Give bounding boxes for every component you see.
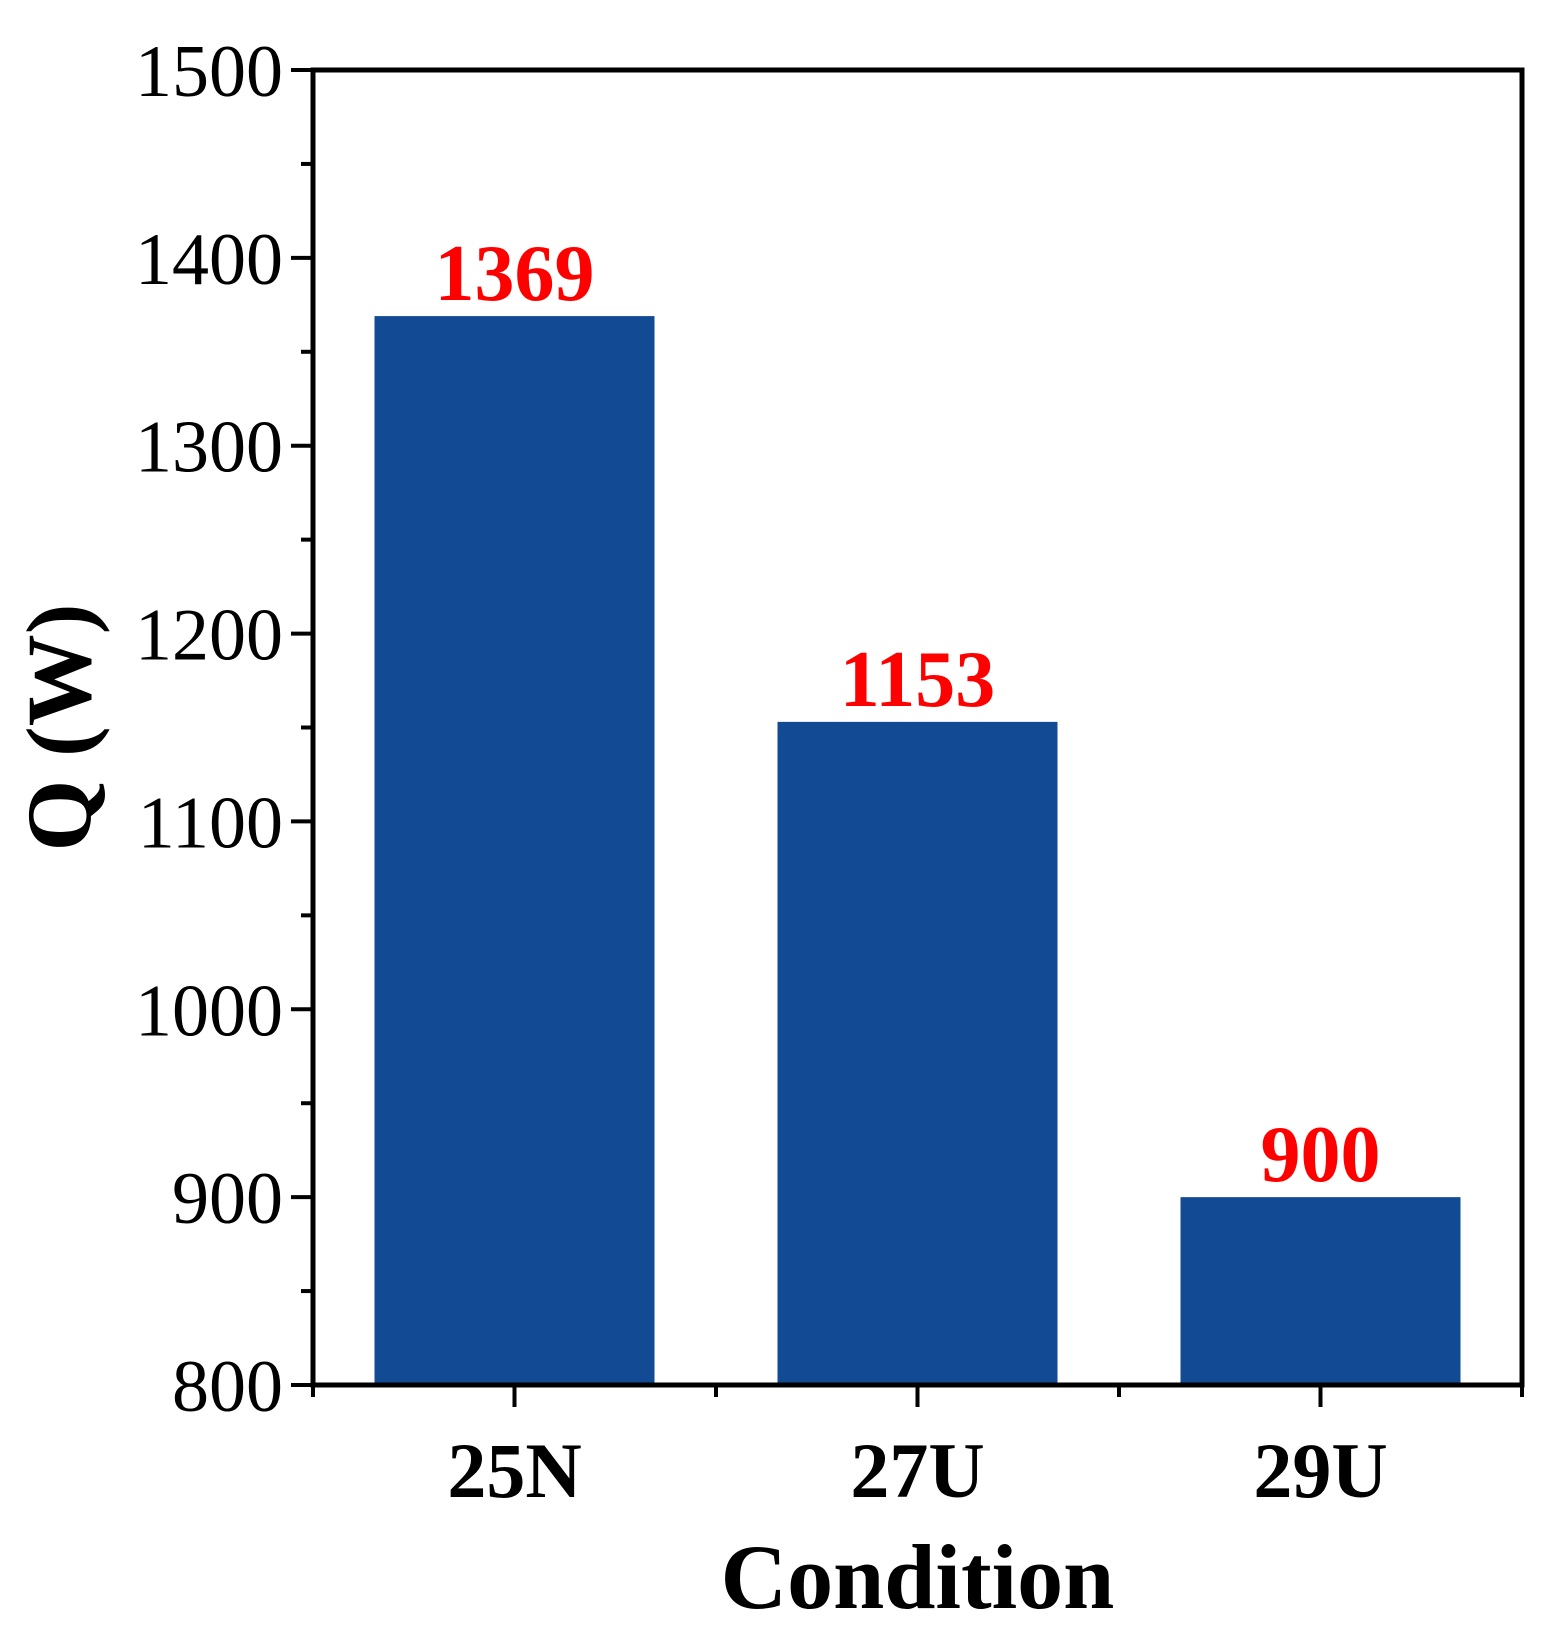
y-tick-label: 900 [172, 1158, 283, 1240]
bar-29U [1180, 1197, 1461, 1385]
x-axis-title: Condition [721, 1526, 1115, 1628]
data-label-25N: 1369 [435, 230, 595, 318]
y-axis-ticks: 800 900 1000 1100 1200 1300 1400 1500 [135, 31, 313, 1428]
bar-25N [374, 316, 655, 1385]
y-tick-label: 1000 [135, 970, 283, 1052]
y-tick-label: 1200 [135, 595, 283, 677]
y-tick-label: 1300 [135, 407, 283, 489]
y-tick-label: 1400 [135, 219, 283, 301]
y-axis-title: Q (W) [8, 604, 110, 852]
plot-frame [310, 67, 1525, 1388]
y-tick-label: 1100 [138, 782, 283, 864]
x-tick-label-29U: 29U [1253, 1427, 1387, 1514]
x-tick-label-27U: 27U [850, 1427, 984, 1514]
bars-group [374, 316, 1461, 1385]
bar-27U [777, 721, 1058, 1385]
y-tick-label: 1500 [135, 31, 283, 113]
x-tick-label-25N: 25N [447, 1427, 581, 1514]
data-labels-group: 1369 1153 900 [435, 230, 1381, 1199]
x-axis-ticks: 25N 27U 29U [311, 1385, 1524, 1514]
y-tick-label: 800 [172, 1346, 283, 1428]
data-label-27U: 1153 [840, 636, 996, 724]
data-label-29U: 900 [1261, 1111, 1381, 1199]
